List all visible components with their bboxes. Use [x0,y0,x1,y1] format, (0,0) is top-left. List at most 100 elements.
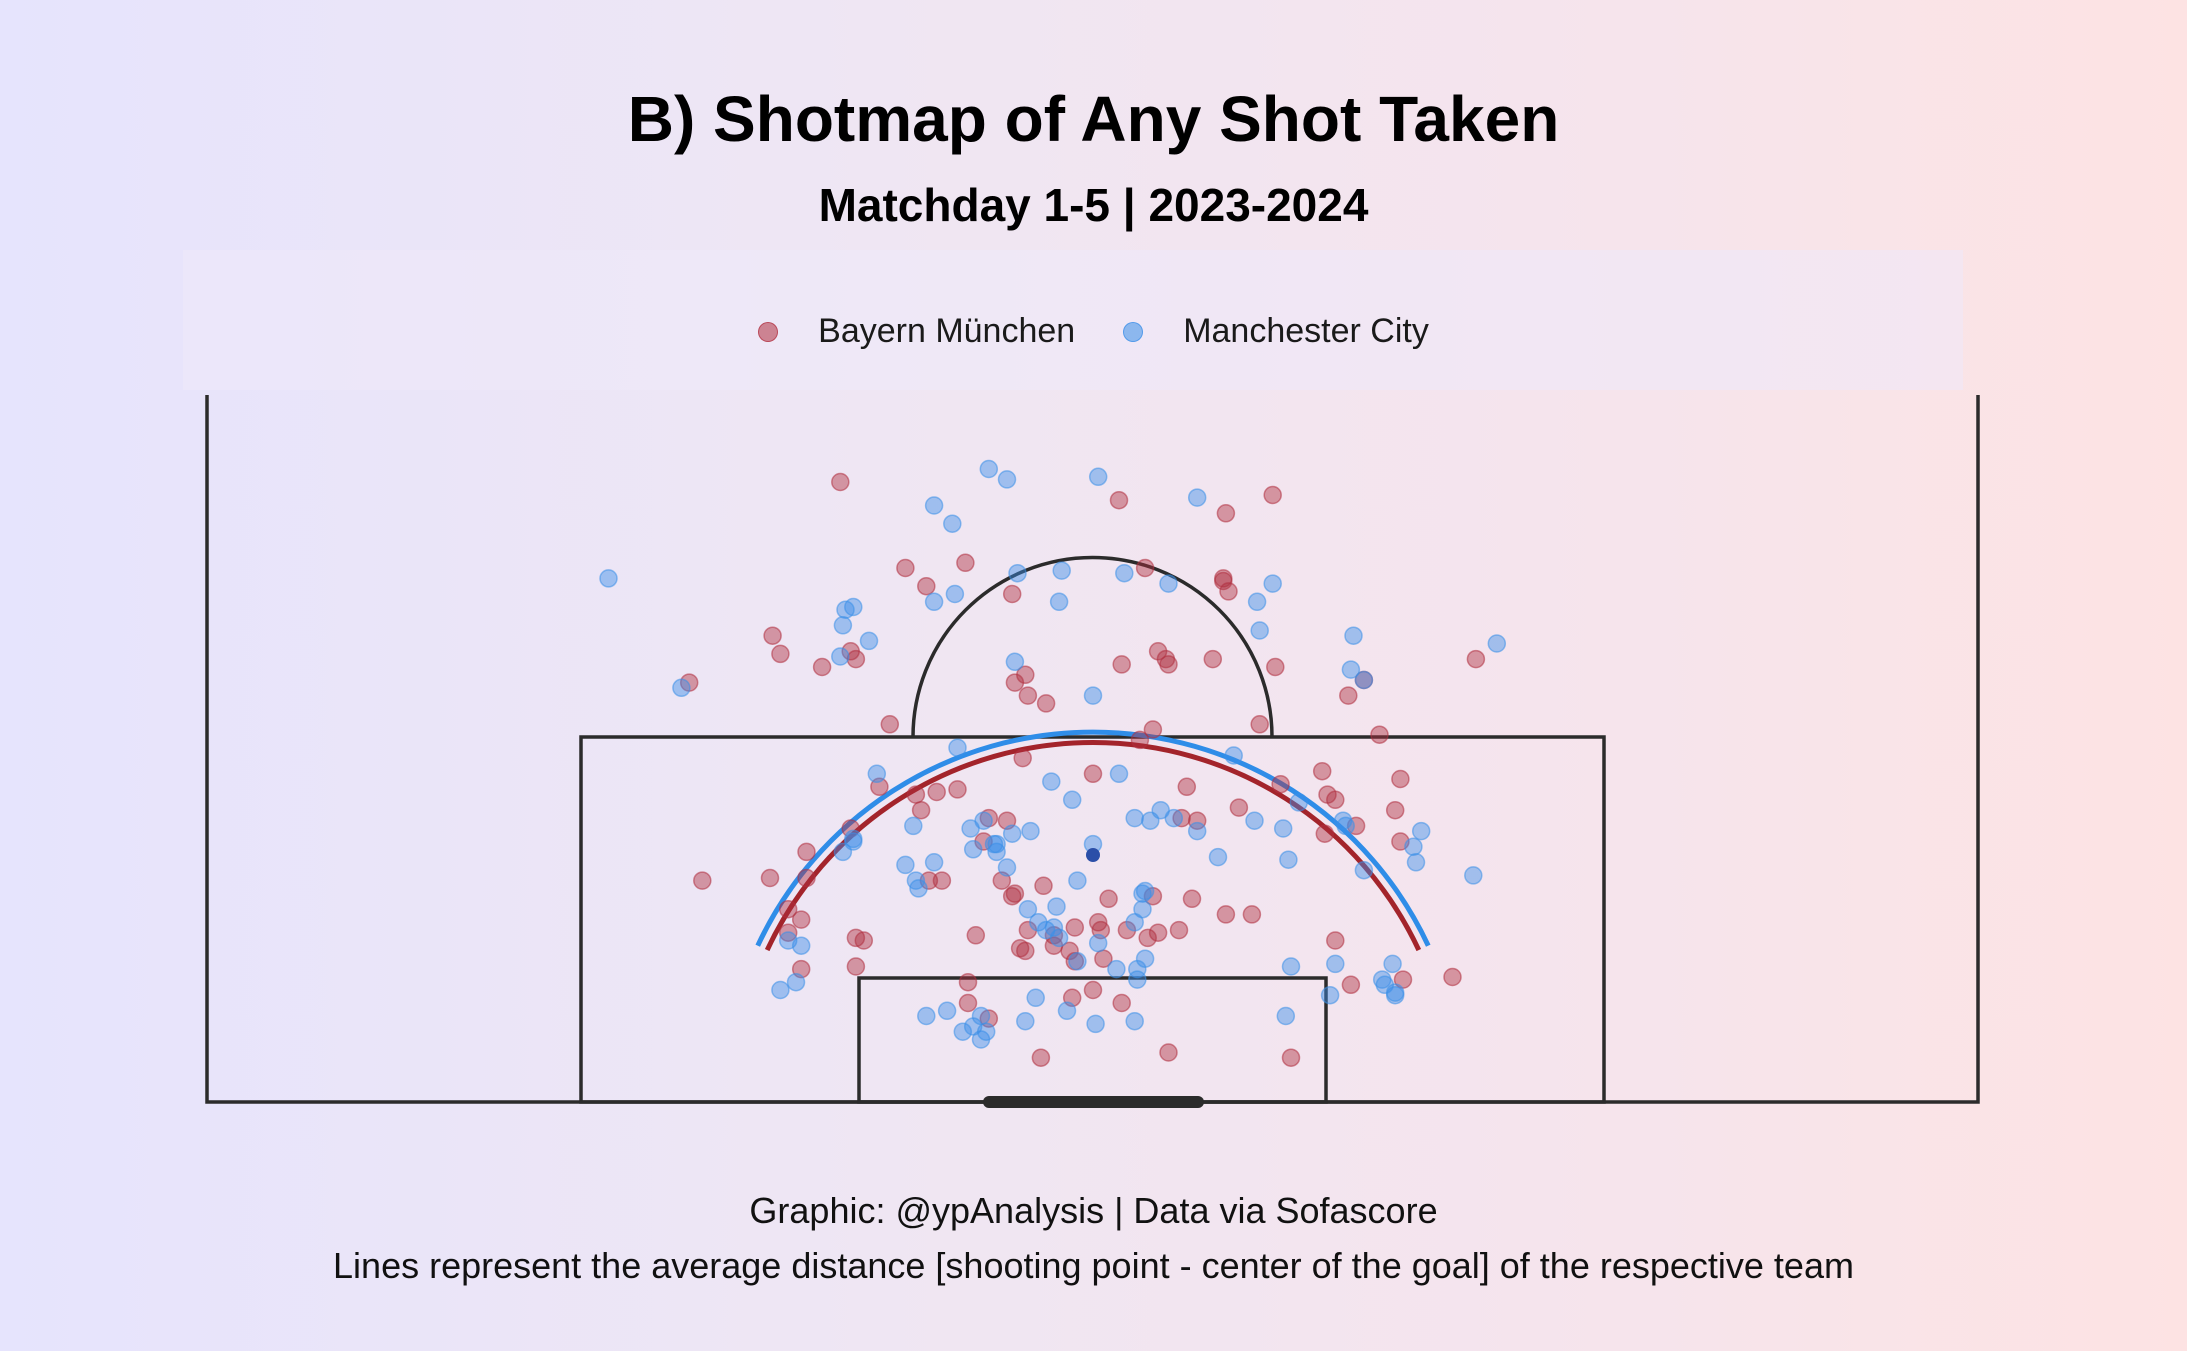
legend-background [183,250,1963,390]
shot-point-bayern [1005,673,1025,692]
shot-point-city [1086,1014,1105,1034]
shot-point-city [1062,790,1082,810]
shot-point-bayern [1315,824,1335,843]
legend: Bayern München Manchester City [0,312,2187,351]
shot-point-bayern [1177,777,1197,797]
shot-point-bayern [1099,889,1118,909]
shot-point-city [1385,983,1405,1002]
shot-point-city [1125,913,1144,932]
shot-point-bayern [1013,748,1032,768]
shot-point-city [1289,793,1309,812]
legend-marker-bayern [758,321,779,342]
shot-point-city [917,1006,936,1026]
shot-point-bayern [1216,504,1236,523]
shot-point-bayern [880,715,900,734]
shot-point-bayern [760,868,780,888]
shot-point-city [844,829,863,849]
shot-point-city [1068,952,1087,971]
shot-point-city [1406,853,1426,872]
shot-point-city [1404,837,1423,856]
shot-point-city [1125,1011,1144,1031]
chart-title: B) Shotmap of Any Shot Taken [627,83,1560,155]
avg-line-bayern [764,740,1422,952]
shot-point-city [961,819,980,838]
legend-label-city: Manchester City [1183,312,1429,350]
legend-label-bayern: Bayern München [818,312,1076,350]
shot-point-city [1036,920,1056,940]
shot-point-bayern [1203,649,1223,669]
shot-point-city [945,584,965,604]
shot-point-bayern [948,780,967,799]
shot-point-bayern [1216,905,1236,924]
shot-point-bayern [1034,876,1053,896]
shot-point-bayern [1385,800,1405,820]
shot-point-bayern [797,868,816,888]
shot-point-bayern [1112,993,1131,1013]
shot-point-city [979,459,999,479]
shot-point-city [859,631,879,651]
shot-point-city [1005,652,1025,672]
shot-point-bayern [956,553,975,573]
shot-point-city [1250,621,1269,640]
shot-point-city [1088,467,1108,487]
shot-point-city [1135,949,1155,968]
pitch-markings [205,395,1980,1108]
shot-point-bayern [966,926,986,945]
shot-points [599,459,1507,1067]
shot-point-bayern [958,972,978,992]
chart-subtitle: Matchday 1-5 | 2023-2024 [818,179,1369,231]
shot-point-bayern [846,928,866,948]
shot-point-bayern [1010,939,1030,958]
shot-point-city [1016,1011,1035,1031]
shot-point-city [672,678,691,698]
shot-point-bayern [791,910,811,929]
shot-point-bayern [1341,975,1361,995]
shot-point-city [1224,746,1243,765]
shot-point-city [1049,592,1069,612]
shot-point-city [791,936,811,955]
shot-point-city [1128,970,1147,989]
shot-point-bayern [1143,720,1163,739]
shot-point-city [1135,881,1155,901]
penalty-arc [911,555,1274,738]
shot-point-bayern [1112,655,1131,674]
shot-point-bayern [932,871,952,890]
shot-point-bayern [906,785,926,804]
shot-point-city [987,834,1006,854]
shot-point-city [1279,850,1298,869]
shot-point-city [1052,561,1071,580]
shot-point-bayern [1005,884,1025,903]
shot-point-city [1125,808,1144,828]
shot-point-bayern [1036,694,1056,713]
shot-point-bayern [911,800,931,820]
shot-point-bayern [1182,889,1202,909]
shot-point-bayern [1370,725,1389,744]
shot-point-bayern [1326,931,1345,950]
shot-point-city [831,647,850,666]
shot-point-city [1464,866,1483,885]
shot-point-bayern [771,644,790,664]
shot-point-bayern [1002,584,1022,604]
shot-point-bayern [1242,905,1262,924]
avg-line-city [755,729,1431,947]
shot-point-bayern [1339,686,1358,705]
shot-point-bayern [693,871,712,890]
shot-point-city [1109,764,1129,784]
shot-point-city [904,816,923,836]
shot-point-city [1187,821,1207,841]
shot-point-bayern [1159,655,1178,674]
legend-marker-city [1123,321,1144,342]
shot-point-city [1263,574,1282,593]
shot-point-city [1411,821,1431,841]
shot-point-bayern [831,472,850,492]
shot-point-city [1159,574,1178,593]
shot-point-city [1187,488,1207,507]
legend-item-city: Manchester City [1123,312,1429,351]
shot-point-city [1208,847,1228,867]
shot-point-city [1002,824,1022,843]
shot-point-city [1383,954,1402,974]
shot-point-bayern [1187,811,1207,830]
shot-point-bayern [958,993,978,1013]
shot-point-city [1107,959,1126,979]
shot-point-city [896,855,915,875]
